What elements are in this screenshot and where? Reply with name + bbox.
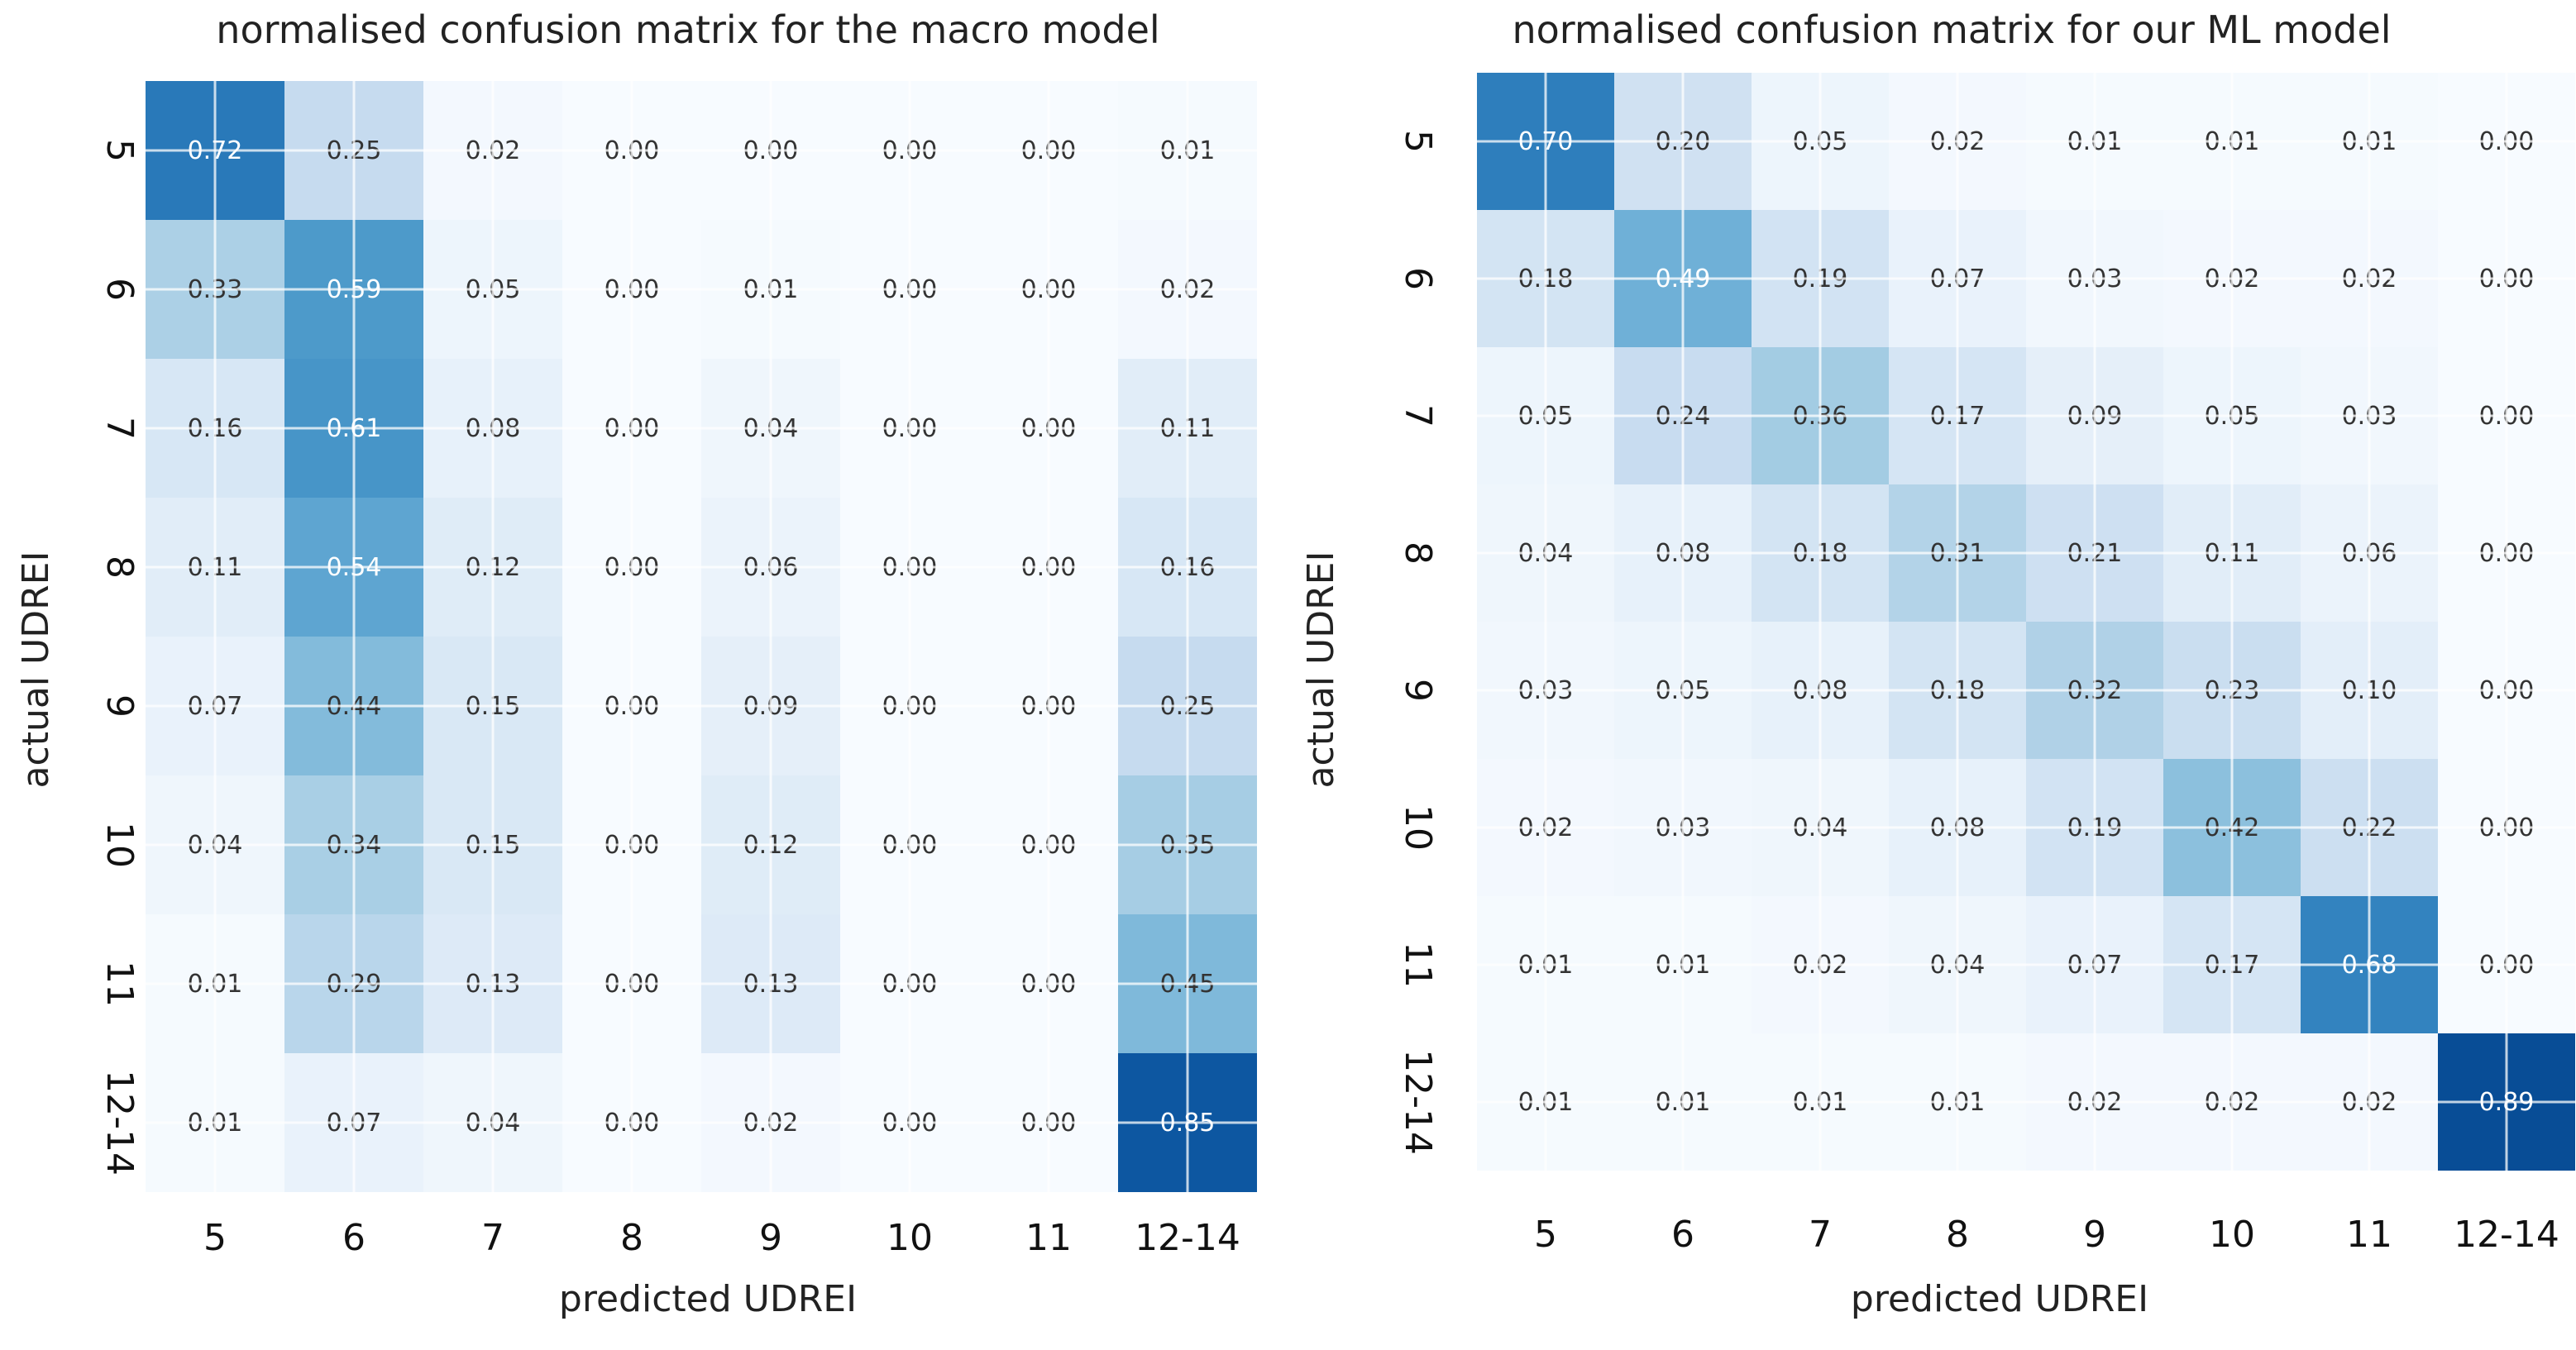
macro-model-y-ticks: 5 6 7 8 9 10 11 12-14 [98,139,141,1176]
ml-model-panel: normalised confusion matrix for our ML m… [1300,7,2575,1320]
y-tick-6: 11 [1397,942,1439,988]
x-tick-4: 9 [2083,1214,2106,1256]
ml-model-cells: 0.700.200.050.020.010.010.010.000.180.49… [1477,73,2575,1171]
y-tick-1: 6 [1397,267,1439,290]
x-tick-7: 12-14 [2454,1214,2559,1256]
x-tick-0: 5 [203,1217,227,1259]
macro-model-title: normalised confusion matrix for the macr… [216,7,1159,52]
y-tick-1: 6 [98,278,141,301]
macro-model-panel: normalised confusion matrix for the macr… [15,7,1257,1320]
y-tick-4: 9 [1397,679,1439,702]
y-tick-3: 8 [1397,541,1439,565]
x-tick-2: 7 [1809,1214,1832,1256]
macro-model-y-axis-label: actual UDREI [15,551,57,789]
macro-model-cells: 0.720.250.020.000.000.000.000.010.330.59… [146,81,1257,1192]
y-tick-7: 12-14 [1397,1049,1439,1155]
x-tick-7: 12-14 [1135,1217,1240,1259]
y-tick-4: 9 [98,694,141,718]
ml-model-x-axis-label: predicted UDREI [1851,1278,2148,1320]
macro-model-x-axis-label: predicted UDREI [559,1278,857,1320]
ml-model-x-ticks: 5 6 7 8 9 10 11 12-14 [1534,1214,2559,1256]
x-tick-5: 10 [2209,1214,2255,1256]
y-tick-2: 7 [98,417,141,440]
y-tick-6: 11 [98,961,141,1007]
x-tick-3: 8 [620,1217,643,1259]
y-tick-5: 10 [98,822,141,868]
x-tick-6: 11 [2346,1214,2392,1256]
x-tick-1: 6 [1671,1214,1694,1256]
x-tick-5: 10 [887,1217,933,1259]
ml-model-y-ticks: 5 6 7 8 9 10 11 12-14 [1397,130,1439,1155]
x-tick-2: 7 [481,1217,504,1259]
ml-model-y-axis-label: actual UDREI [1300,551,1342,789]
x-tick-6: 11 [1025,1217,1072,1259]
y-tick-3: 8 [98,556,141,579]
y-tick-0: 5 [1397,130,1439,153]
x-tick-0: 5 [1534,1214,1557,1256]
x-tick-1: 6 [342,1217,366,1259]
y-tick-5: 10 [1397,804,1439,851]
macro-model-x-ticks: 5 6 7 8 9 10 11 12-14 [203,1217,1240,1259]
y-tick-2: 7 [1397,404,1439,427]
x-tick-4: 9 [759,1217,782,1259]
y-tick-0: 5 [98,139,141,162]
y-tick-7: 12-14 [98,1070,141,1176]
x-tick-3: 8 [1946,1214,1969,1256]
ml-model-title: normalised confusion matrix for our ML m… [1512,7,2391,52]
